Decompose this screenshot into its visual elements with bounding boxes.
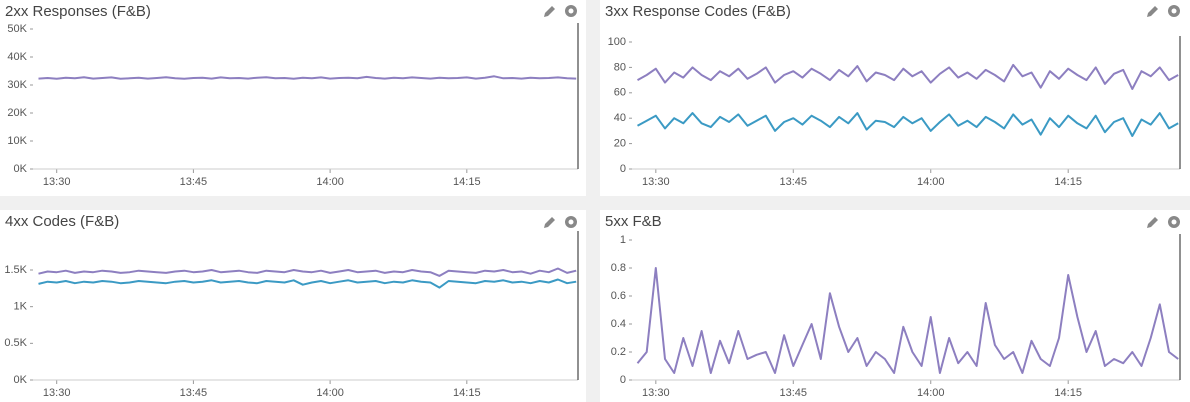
panel [0,0,586,196]
x-tick-label: 14:00 [917,387,945,399]
series-line [38,267,577,277]
panel-title: 4xx Codes (F&B) [5,213,119,230]
y-tick-label: 0K [14,374,28,386]
y-tick-label: 0.6 [611,290,626,302]
y-tick-label: 20K [7,107,27,119]
panel-icons [544,5,1180,228]
y-tick-label: 1K [14,301,28,313]
x-tick-label: 14:15 [1054,387,1082,399]
settings-icon[interactable] [1168,216,1180,228]
y-tick-label: 0.2 [611,346,626,358]
y-tick-label: 40K [7,51,27,63]
y-tick-label: 100 [608,36,626,48]
y-tick-label: 10K [7,135,27,147]
x-tick-label: 13:30 [642,387,670,399]
series-line [637,63,1179,90]
y-tick-label: 0.4 [611,318,626,330]
x-tick-label: 13:45 [180,176,208,188]
x-tick-label: 14:15 [1054,176,1082,188]
y-tick-label: 0.5K [4,337,27,349]
y-tick-label: 0 [620,163,626,175]
settings-icon[interactable] [1168,5,1180,17]
y-tick-label: 1 [620,234,626,246]
x-tick-label: 13:30 [43,176,71,188]
y-tick-label: 1.5K [4,264,27,276]
edit-icon[interactable] [544,6,555,17]
x-tick-label: 13:30 [43,387,71,399]
panel [0,210,586,402]
edit-icon[interactable] [1147,217,1158,228]
y-tick-label: 40 [614,112,626,124]
series-line [637,112,1179,137]
settings-icon[interactable] [565,5,577,17]
series-line [636,267,1179,374]
x-tick-label: 14:00 [917,176,945,188]
y-tick-label: 60 [614,87,626,99]
y-tick-label: 50K [7,23,27,35]
x-tick-label: 13:45 [780,176,808,188]
edit-icon[interactable] [1147,6,1158,17]
x-tick-label: 13:45 [780,387,808,399]
y-tick-label: 80 [614,61,626,73]
x-tick-label: 14:15 [453,387,481,399]
edit-icon[interactable] [544,217,555,228]
settings-icon[interactable] [565,216,577,228]
y-tick-label: 0K [14,163,28,175]
x-tick-label: 13:30 [642,176,670,188]
y-tick-label: 0.8 [611,262,626,274]
x-tick-label: 14:15 [453,176,481,188]
x-tick-label: 14:00 [316,176,344,188]
panel-title: 5xx F&B [605,213,662,230]
series-line [38,278,577,289]
panel [600,0,1190,196]
x-tick-label: 14:00 [316,387,344,399]
panel-title: 3xx Response Codes (F&B) [605,3,791,20]
panel-title: 2xx Responses (F&B) [5,3,151,20]
y-tick-label: 20 [614,138,626,150]
y-tick-label: 0 [620,374,626,386]
y-tick-label: 30K [7,79,27,91]
series-line [38,75,577,80]
x-tick-label: 13:45 [180,387,208,399]
